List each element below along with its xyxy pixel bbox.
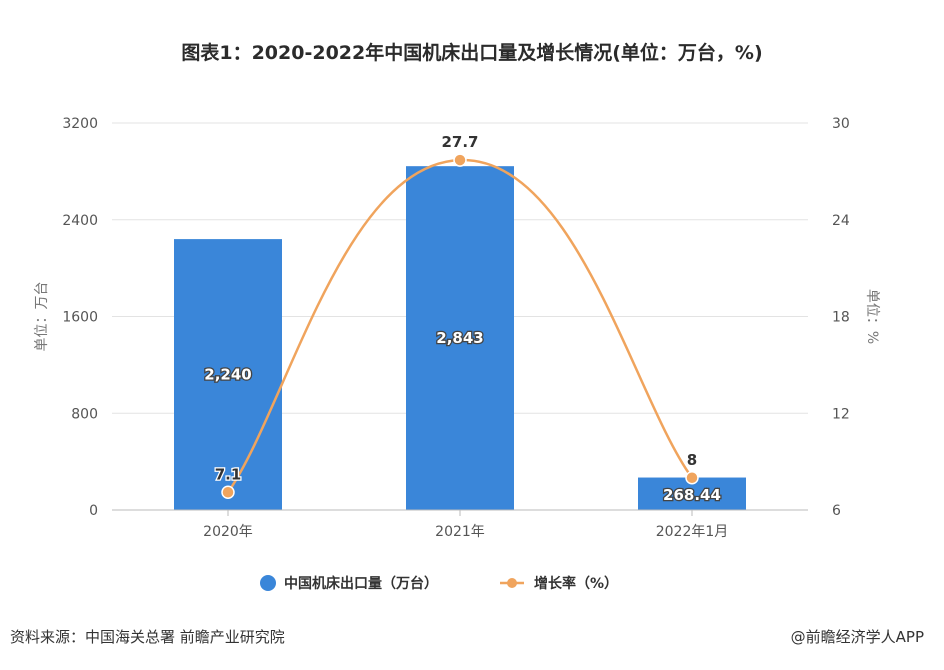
bar-value-label: 2,240 xyxy=(204,366,251,384)
x-tick-label: 2022年1月 xyxy=(656,524,729,540)
rate-point xyxy=(685,471,699,485)
legend-line-marker xyxy=(507,578,517,588)
rate-point xyxy=(453,153,467,167)
bar-value-label: 268.44 xyxy=(663,486,721,504)
credit-note: @前瞻经济学人APP xyxy=(790,628,924,646)
x-tick-label: 2021年 xyxy=(435,524,485,540)
rate-value-label: 7.1 xyxy=(215,465,242,483)
y-tick-label: 2400 xyxy=(62,213,98,229)
axes: 0 800 1600 2400 3200 6 12 18 24 30 2020年 2021年 2022年… xyxy=(62,116,850,540)
y2-tick-label: 30 xyxy=(832,116,850,132)
legend-bar-swatch xyxy=(260,575,276,591)
bar xyxy=(174,239,282,510)
y2-tick-label: 12 xyxy=(832,406,850,422)
y2-tick-label: 24 xyxy=(832,213,850,229)
legend-line-label: 增长率（%） xyxy=(534,575,618,592)
y-tick-label: 3200 xyxy=(62,116,98,132)
y-tick-label: 0 xyxy=(89,503,98,519)
rate-point xyxy=(221,485,235,500)
data-labels: 2,240 2,843 268.44 7.1 27.7 8 xyxy=(203,132,722,505)
rate-value-label: 27.7 xyxy=(441,133,478,151)
bar xyxy=(406,166,514,510)
x-tick-label: 2020年 xyxy=(203,524,253,540)
bar-series xyxy=(174,166,746,510)
rate-value-label: 8 xyxy=(687,451,697,469)
y2-axis-label: 单位：% xyxy=(864,289,880,344)
rate-series xyxy=(221,153,699,500)
y2-tick-label: 18 xyxy=(832,310,850,326)
source-note: 资料来源：中国海关总署 前瞻产业研究院 xyxy=(10,628,285,646)
legend-bar-label: 中国机床出口量（万台） xyxy=(284,575,438,592)
y-tick-label: 800 xyxy=(71,406,98,422)
bar-value-label: 2,843 xyxy=(436,329,483,347)
y-tick-label: 1600 xyxy=(62,310,98,326)
chart-title: 图表1：2020-2022年中国机床出口量及增长情况(单位：万台，%) xyxy=(181,42,763,64)
legend: 中国机床出口量（万台） 增长率（%） xyxy=(260,575,618,592)
y2-tick-label: 6 xyxy=(832,503,841,519)
y-axis-label: 单位：万台 xyxy=(34,282,50,352)
